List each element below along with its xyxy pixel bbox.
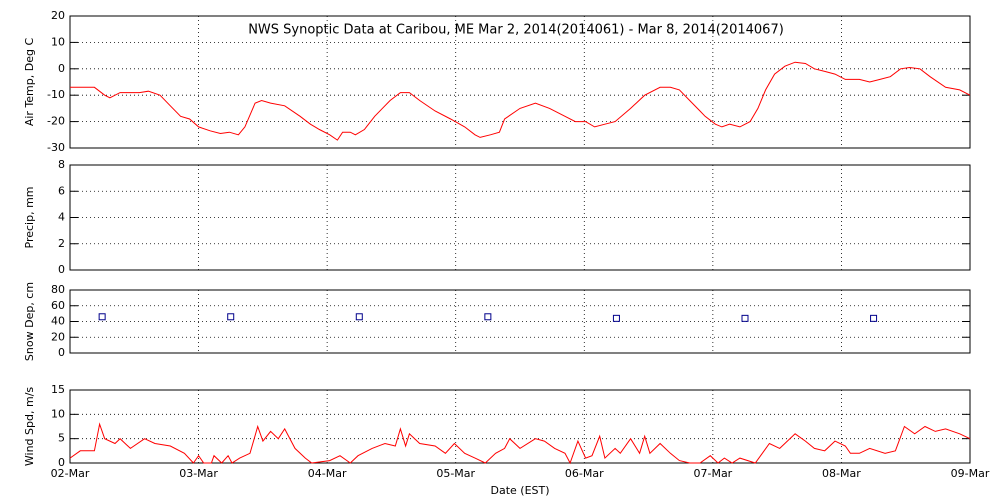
y-tick-label: 2 <box>58 237 65 250</box>
y-tick-label: 10 <box>51 35 65 48</box>
x-tick-label: 07-Mar <box>693 467 732 480</box>
y-tick-label: 20 <box>51 330 65 343</box>
y-tick-label: 6 <box>58 184 65 197</box>
x-axis-label: Date (EST) <box>490 484 549 497</box>
y-tick-label: 0 <box>58 263 65 276</box>
y-tick-label: 10 <box>51 407 65 420</box>
data-point <box>355 313 363 321</box>
y-tick-label: -30 <box>47 141 65 154</box>
chart-title: NWS Synoptic Data at Caribou, ME Mar 2, … <box>248 23 784 38</box>
data-point <box>870 314 878 322</box>
y-axis-label: Precip, mm <box>23 187 36 249</box>
y-tick-label: 0 <box>58 62 65 75</box>
y-tick-label: 40 <box>51 315 65 328</box>
data-point <box>612 314 620 322</box>
panel-frame <box>69 15 971 149</box>
y-tick-label: 60 <box>51 299 65 312</box>
data-line <box>69 422 971 465</box>
y-tick-label: 8 <box>58 158 65 171</box>
data-point <box>484 313 492 321</box>
y-tick-label: 5 <box>58 432 65 445</box>
x-tick-label: 04-Mar <box>308 467 347 480</box>
x-tick-label: 09-Mar <box>951 467 990 480</box>
data-point <box>741 314 749 322</box>
y-tick-label: 80 <box>51 283 65 296</box>
y-tick-label: 20 <box>51 9 65 22</box>
x-tick-label: 06-Mar <box>565 467 604 480</box>
data-point <box>227 313 235 321</box>
x-tick-label: 03-Mar <box>179 467 218 480</box>
x-tick-label: 05-Mar <box>436 467 475 480</box>
y-tick-label: 15 <box>51 383 65 396</box>
y-axis-label: Snow Dep, cm <box>23 282 36 361</box>
y-axis-label: Air Temp, Deg C <box>23 38 36 127</box>
x-tick-label: 08-Mar <box>822 467 861 480</box>
y-axis-label: Wind Spd, m/s <box>23 387 36 467</box>
data-line <box>70 61 971 141</box>
y-tick-label: 0 <box>58 346 65 359</box>
y-tick-label: -10 <box>47 88 65 101</box>
y-tick-label: 4 <box>58 211 65 224</box>
data-point <box>98 313 106 321</box>
y-tick-label: -20 <box>47 115 65 128</box>
panel-frame <box>69 389 971 464</box>
x-tick-label: 02-Mar <box>51 467 90 480</box>
y-tick-label: 0 <box>58 456 65 469</box>
